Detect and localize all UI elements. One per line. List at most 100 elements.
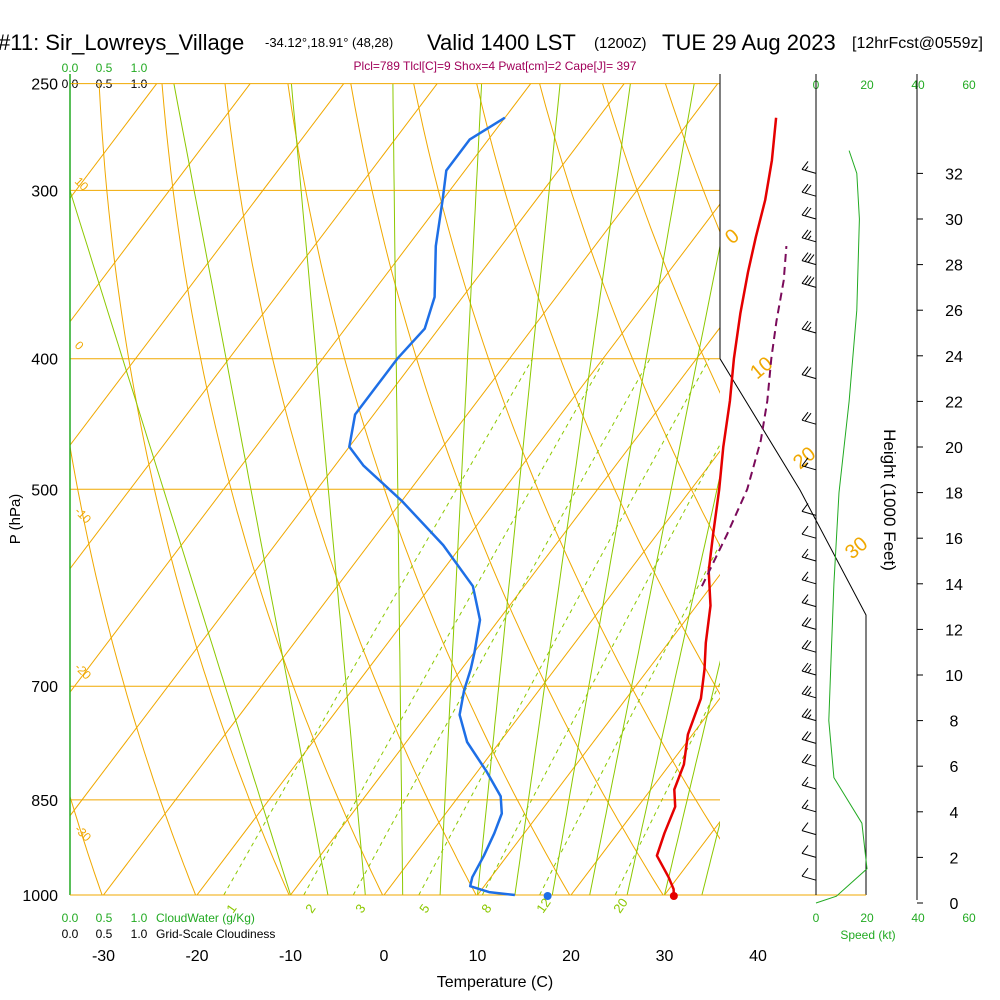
wind-barb-flag (801, 708, 809, 717)
height-tick-label: 16 (945, 531, 963, 548)
wind-barb-flag (804, 207, 812, 217)
height-tick-label: 6 (950, 759, 959, 776)
wind-barb (801, 411, 817, 425)
height-tick-label: 24 (945, 349, 963, 366)
surface-dewpoint-marker (543, 892, 552, 900)
wind-barb (801, 845, 817, 858)
isotherm-line (70, 83, 345, 447)
wind-barb-flag (801, 503, 809, 512)
wind-barb-flag (804, 412, 812, 422)
wind-barb-shaft (801, 807, 817, 813)
wind-panel (801, 150, 868, 904)
dry-adiabat (854, 84, 1000, 895)
temperature-tick-label: -20 (185, 948, 208, 965)
wind-barb (801, 275, 817, 288)
wind-barb-flag (804, 732, 812, 741)
wind-barb-half (807, 235, 812, 241)
cloudwater-label: CloudWater (g/Kg) (156, 911, 255, 925)
wind-barb (801, 685, 817, 699)
wind-barb-half (804, 553, 809, 559)
wind-barb-flag (804, 754, 812, 764)
moist-adiabat (70, 188, 291, 895)
bottom-cloudwater-tick: 0.0 (62, 911, 79, 925)
wind-barb-flag (801, 594, 809, 603)
wind-barb (801, 799, 817, 813)
wind-barb-flag (801, 275, 809, 284)
wind-barb-flag (801, 161, 809, 170)
surface-temperature-marker (669, 892, 678, 900)
wind-barb-flag (801, 366, 809, 375)
wind-barb-flag (801, 617, 809, 626)
height-tick-label: 2 (950, 850, 959, 867)
moist-adiabat (551, 83, 695, 895)
height-tick-label: 4 (950, 805, 959, 822)
plot-right-boundary (719, 358, 867, 895)
temperature-tick-label: -30 (92, 948, 115, 965)
wind-barb-shaft (801, 579, 817, 585)
isotherm-line (758, 84, 1000, 895)
wind-barb-shaft (801, 556, 817, 562)
moist-adiabat (173, 83, 329, 895)
speed-tick-bottom: 0 (813, 911, 820, 925)
wind-barb-shaft (801, 191, 817, 197)
mixing-ratio-line (539, 543, 720, 895)
cloudiness-label: Grid-Scale Cloudiness (156, 927, 275, 941)
axis-ticks: 0246810121416182022242628303210008507005… (22, 77, 963, 965)
isotherm-label: 10 (746, 353, 777, 384)
mixing-ratio-line (303, 358, 606, 895)
wind-barb-half (807, 691, 812, 697)
wind-barb-shaft (801, 716, 817, 722)
top-cloudwater-tick: 1.0 (131, 61, 148, 75)
height-tick-label: 22 (945, 394, 963, 411)
moist-adiabat (439, 83, 483, 895)
wind-barb (801, 731, 817, 744)
wind-barb-flag (804, 184, 812, 194)
wind-barb-flag (804, 230, 812, 240)
pressure-tick-label: 400 (31, 352, 58, 369)
speed-axis-label: Speed (kt) (840, 928, 895, 942)
wind-barb-half (804, 599, 809, 604)
bottom-cloudiness-tick: 0.5 (96, 927, 113, 941)
moist-adiabat (626, 473, 720, 895)
wind-barb-half (804, 166, 809, 171)
dewpoint-line (348, 116, 516, 897)
stability-indices: Plcl=789 Tlcl[C]=9 Shox=4 Pwat[cm]=2 Cap… (354, 59, 637, 73)
dry-adiabat (98, 83, 290, 895)
pressure-tick-label: 850 (31, 793, 58, 810)
speed-tick-bottom: 20 (860, 911, 874, 925)
wind-barb-flag (801, 252, 809, 261)
wind-barb-shaft (801, 282, 817, 288)
wind-barb-flag (804, 640, 812, 650)
wind-barb-shaft (801, 693, 817, 699)
isotherm-line (570, 697, 720, 895)
height-tick-label: 8 (950, 714, 959, 731)
moist-adiabats (70, 83, 720, 895)
mixing-ratio-label: 20 (610, 895, 631, 915)
speed-tick-top: 20 (860, 78, 874, 92)
wind-barb-flag (807, 277, 815, 286)
wind-barb-shaft (801, 830, 817, 836)
dry-adiabat (980, 84, 1000, 895)
wind-barb (801, 571, 817, 585)
wind-barb-flag (804, 367, 812, 376)
wind-barb-flag (804, 618, 812, 627)
temperature-tick-label: 30 (656, 948, 674, 965)
dry-adiabat (70, 794, 103, 895)
wind-barb-half (804, 576, 809, 582)
wind-barb-flag (801, 662, 809, 672)
station-title: #11: Sir_Lowreys_Village (0, 30, 244, 55)
mixing-ratio-label: 2 (302, 901, 318, 916)
wind-barb-flag (804, 709, 812, 718)
wind-barb-half (807, 668, 812, 674)
wind-barb-shaft (801, 647, 817, 653)
valid-time: Valid 1400 LST (427, 30, 576, 55)
wind-barb-flag (801, 639, 809, 649)
wind-barb-flag (804, 276, 812, 285)
top-cloudwater-ticks: 0.0 0.5 1.0 0.0 0.5 1.0 (62, 61, 148, 91)
wind-barb (801, 822, 817, 836)
valid-zulu: (1200Z) (594, 35, 647, 52)
wind-barb-half (807, 714, 812, 719)
dry-adiabat (350, 83, 664, 895)
wind-barb (801, 639, 817, 653)
wind-barb (801, 867, 817, 881)
